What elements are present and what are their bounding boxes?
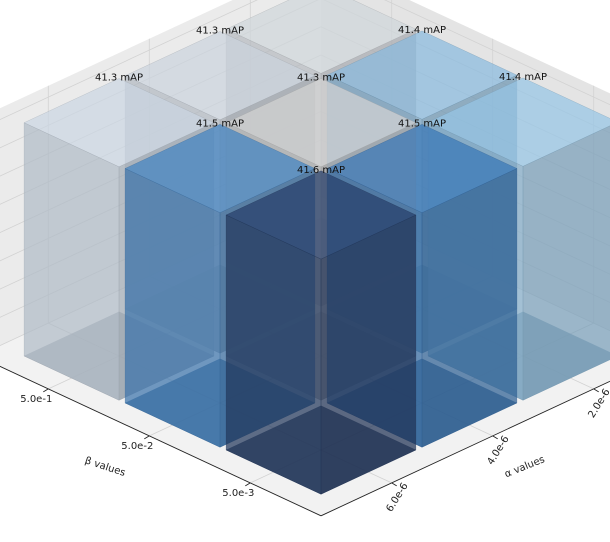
bar-value-label: 41.5 mAP	[398, 119, 446, 130]
bar-top-face	[326, 30, 518, 120]
bar-top-face	[427, 77, 610, 167]
bar-top-face	[124, 124, 316, 213]
alpha-tick-mark	[492, 435, 498, 440]
bar-top-face	[124, 31, 316, 121]
beta-tick-mark	[144, 435, 150, 440]
bar-top-face	[225, 0, 417, 74]
bar-left-face	[124, 168, 221, 448]
alpha-tick-mark	[593, 388, 599, 393]
bar-value-label: 41.3 mAP	[297, 73, 345, 84]
alpha-tick-label: 6.0e-6	[384, 481, 410, 514]
bar-left-face	[23, 122, 120, 401]
bar-value-label: 41.3 mAP	[196, 26, 244, 37]
alpha-axis-title: α values	[503, 454, 546, 480]
beta-tick-mark	[245, 482, 251, 487]
beta-tick-label: 5.0e-2	[121, 441, 153, 452]
bar-top-face	[23, 78, 215, 168]
bar-right-face	[522, 125, 610, 401]
beta-tick-label: 5.0e-3	[222, 488, 254, 499]
bars-group	[23, 0, 610, 495]
bar-top-face	[326, 124, 518, 213]
bar-value-label: 41.4 mAP	[398, 25, 446, 36]
axis-lines	[0, 365, 610, 517]
bar-value-label: 41.3 mAP	[95, 73, 143, 84]
alpha-tick-label: 4.0e-6	[485, 434, 511, 467]
bar-right-face	[421, 168, 518, 448]
bar-value-label: 41.5 mAP	[196, 119, 244, 130]
bar-top-face	[225, 170, 417, 260]
beta-tick-mark	[43, 388, 49, 393]
bar-top-face	[225, 78, 417, 168]
bar-value-label: 41.4 mAP	[499, 72, 547, 83]
bar-right-face	[320, 214, 417, 495]
beta-tick-label: 5.0e-1	[20, 394, 52, 405]
bar-value-label: 41.6 mAP	[297, 165, 345, 176]
alpha-tick-mark	[391, 482, 397, 487]
bar-left-face	[225, 214, 322, 495]
beta-axis-title: β values	[83, 455, 126, 478]
bar-6.0e-6-5.0e-3	[225, 170, 417, 495]
